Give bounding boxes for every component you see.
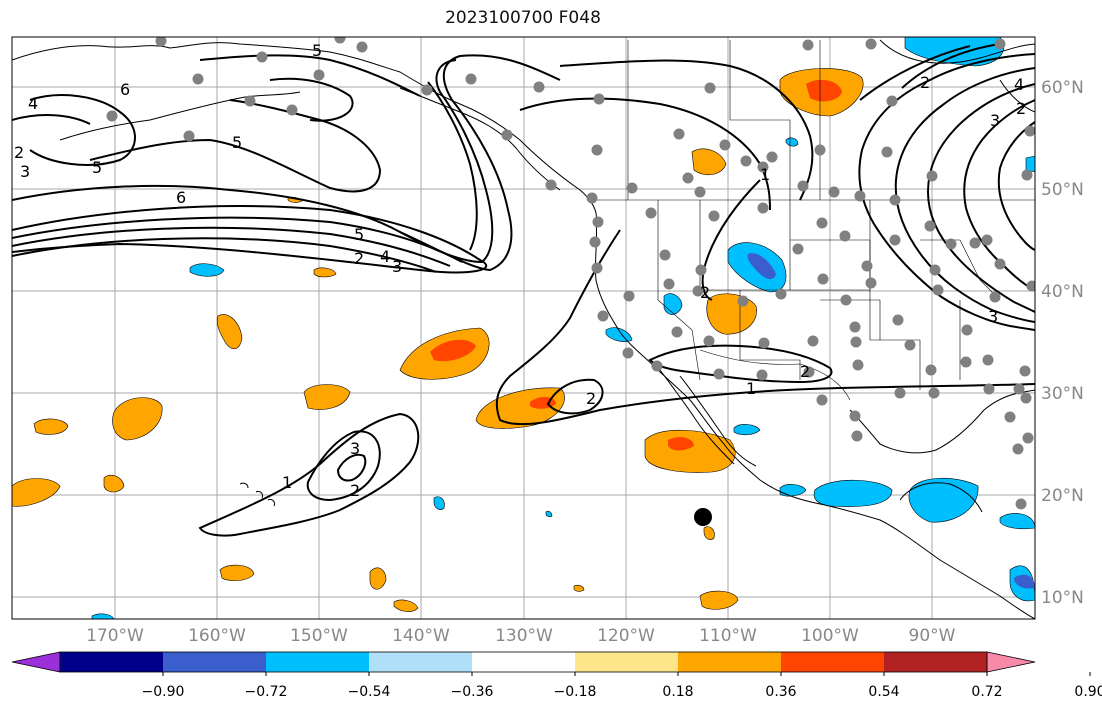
contour-label: 2 bbox=[920, 73, 930, 92]
contour-label: 5 bbox=[92, 158, 102, 177]
positive-anomaly-areas bbox=[12, 68, 864, 612]
lat-label: 40°N bbox=[1041, 282, 1084, 302]
colorbar-cell bbox=[678, 652, 782, 672]
political-borders bbox=[590, 40, 1035, 401]
colorbar: −0.90 −0.72 −0.54 −0.36 −0.18 0.18 0.36 0.54 0.7… bbox=[11, 651, 1102, 700]
lon-label: 110°W bbox=[699, 626, 757, 646]
colorbar-cell bbox=[575, 652, 679, 672]
colorbar-tick-label: −0.90 bbox=[142, 684, 185, 700]
colorbar-cells bbox=[60, 652, 988, 672]
contour-lines bbox=[12, 43, 1035, 537]
contour-label: 4 bbox=[1014, 75, 1024, 94]
lon-label: 140°W bbox=[392, 626, 450, 646]
contour-label: 5 bbox=[232, 133, 242, 152]
colorbar-cell bbox=[781, 652, 885, 672]
station-markers bbox=[106, 37, 1035, 510]
contour-label: 2 bbox=[800, 362, 810, 381]
colorbar-tick-label: 0.90 bbox=[1074, 684, 1102, 700]
colorbar-tick-labels: −0.90 −0.72 −0.54 −0.36 −0.18 0.18 0.36 0.54 0.7… bbox=[142, 672, 1102, 700]
colorbar-cell bbox=[60, 652, 164, 672]
lat-label: 30°N bbox=[1041, 384, 1084, 404]
contour-label: 4 bbox=[380, 247, 390, 266]
contour-label: 2 bbox=[14, 143, 24, 162]
colorbar-tick-label: 0.36 bbox=[765, 684, 796, 700]
colorbar-tick-label: 0.72 bbox=[971, 684, 1002, 700]
longitude-labels: 170°W 160°W 150°W 140°W 130°W 120°W 110°… bbox=[86, 626, 956, 646]
contour-label: 2 bbox=[350, 481, 360, 500]
colorbar-tick-label: 0.18 bbox=[662, 684, 693, 700]
lon-label: 100°W bbox=[801, 626, 859, 646]
contour-label: 2 bbox=[700, 283, 710, 302]
latitude-labels: 60°N 50°N 40°N 30°N 20°N 10°N bbox=[1041, 78, 1084, 608]
contour-label: 5 bbox=[354, 225, 364, 244]
contour-label: 1 bbox=[746, 379, 756, 398]
contour-label: 1 bbox=[760, 165, 770, 184]
contour-label: 6 bbox=[176, 188, 186, 207]
location-marker bbox=[694, 508, 712, 526]
contour-label: 3 bbox=[988, 307, 998, 326]
lat-label: 50°N bbox=[1041, 180, 1084, 200]
colorbar-cell bbox=[266, 652, 370, 672]
lon-label: 150°W bbox=[290, 626, 348, 646]
coastlines bbox=[12, 39, 1035, 619]
colorbar-tick-label: −0.18 bbox=[554, 684, 597, 700]
map-frame bbox=[11, 36, 1036, 620]
colorbar-cell bbox=[369, 652, 473, 672]
colorbar-tick-label: −0.72 bbox=[245, 684, 288, 700]
colorbar-tick-label: −0.36 bbox=[451, 684, 494, 700]
contour-label: 2 bbox=[354, 249, 364, 268]
contour-label: 3 bbox=[990, 111, 1000, 130]
contour-label: 3 bbox=[20, 162, 30, 181]
lat-label: 60°N bbox=[1041, 78, 1084, 98]
map-title: 2023100700 F048 bbox=[445, 8, 601, 28]
lat-label: 20°N bbox=[1041, 486, 1084, 506]
colorbar-outline bbox=[59, 651, 988, 673]
contour-label: 5 bbox=[312, 41, 322, 60]
colorbar-tick-label: −0.54 bbox=[348, 684, 391, 700]
colorbar-tick-label: 0.54 bbox=[868, 684, 899, 700]
colorbar-extend-min bbox=[11, 651, 61, 673]
contour-label: 2 bbox=[1016, 99, 1026, 118]
contour-label: 2 bbox=[586, 389, 596, 408]
colorbar-cell bbox=[884, 652, 988, 672]
lon-label: 130°W bbox=[495, 626, 553, 646]
contour-label: 6 bbox=[120, 80, 130, 99]
colorbar-cell bbox=[163, 652, 267, 672]
colorbar-cell bbox=[472, 652, 576, 672]
contour-label-group: 6 4 2 3 5 5 6 5 4 3 2 5 2 4 3 2 1 2 1 3 … bbox=[14, 41, 1026, 500]
contour-label: 1 bbox=[282, 473, 292, 492]
colorbar-extend-max bbox=[986, 651, 1036, 673]
contour-label: 4 bbox=[28, 94, 38, 113]
contour-label: 3 bbox=[392, 257, 402, 276]
lon-label: 160°W bbox=[188, 626, 246, 646]
lon-label: 90°W bbox=[909, 626, 956, 646]
contour-label: 3 bbox=[350, 439, 360, 458]
lon-label: 120°W bbox=[597, 626, 655, 646]
lon-label: 170°W bbox=[86, 626, 144, 646]
lat-label: 10°N bbox=[1041, 588, 1084, 608]
